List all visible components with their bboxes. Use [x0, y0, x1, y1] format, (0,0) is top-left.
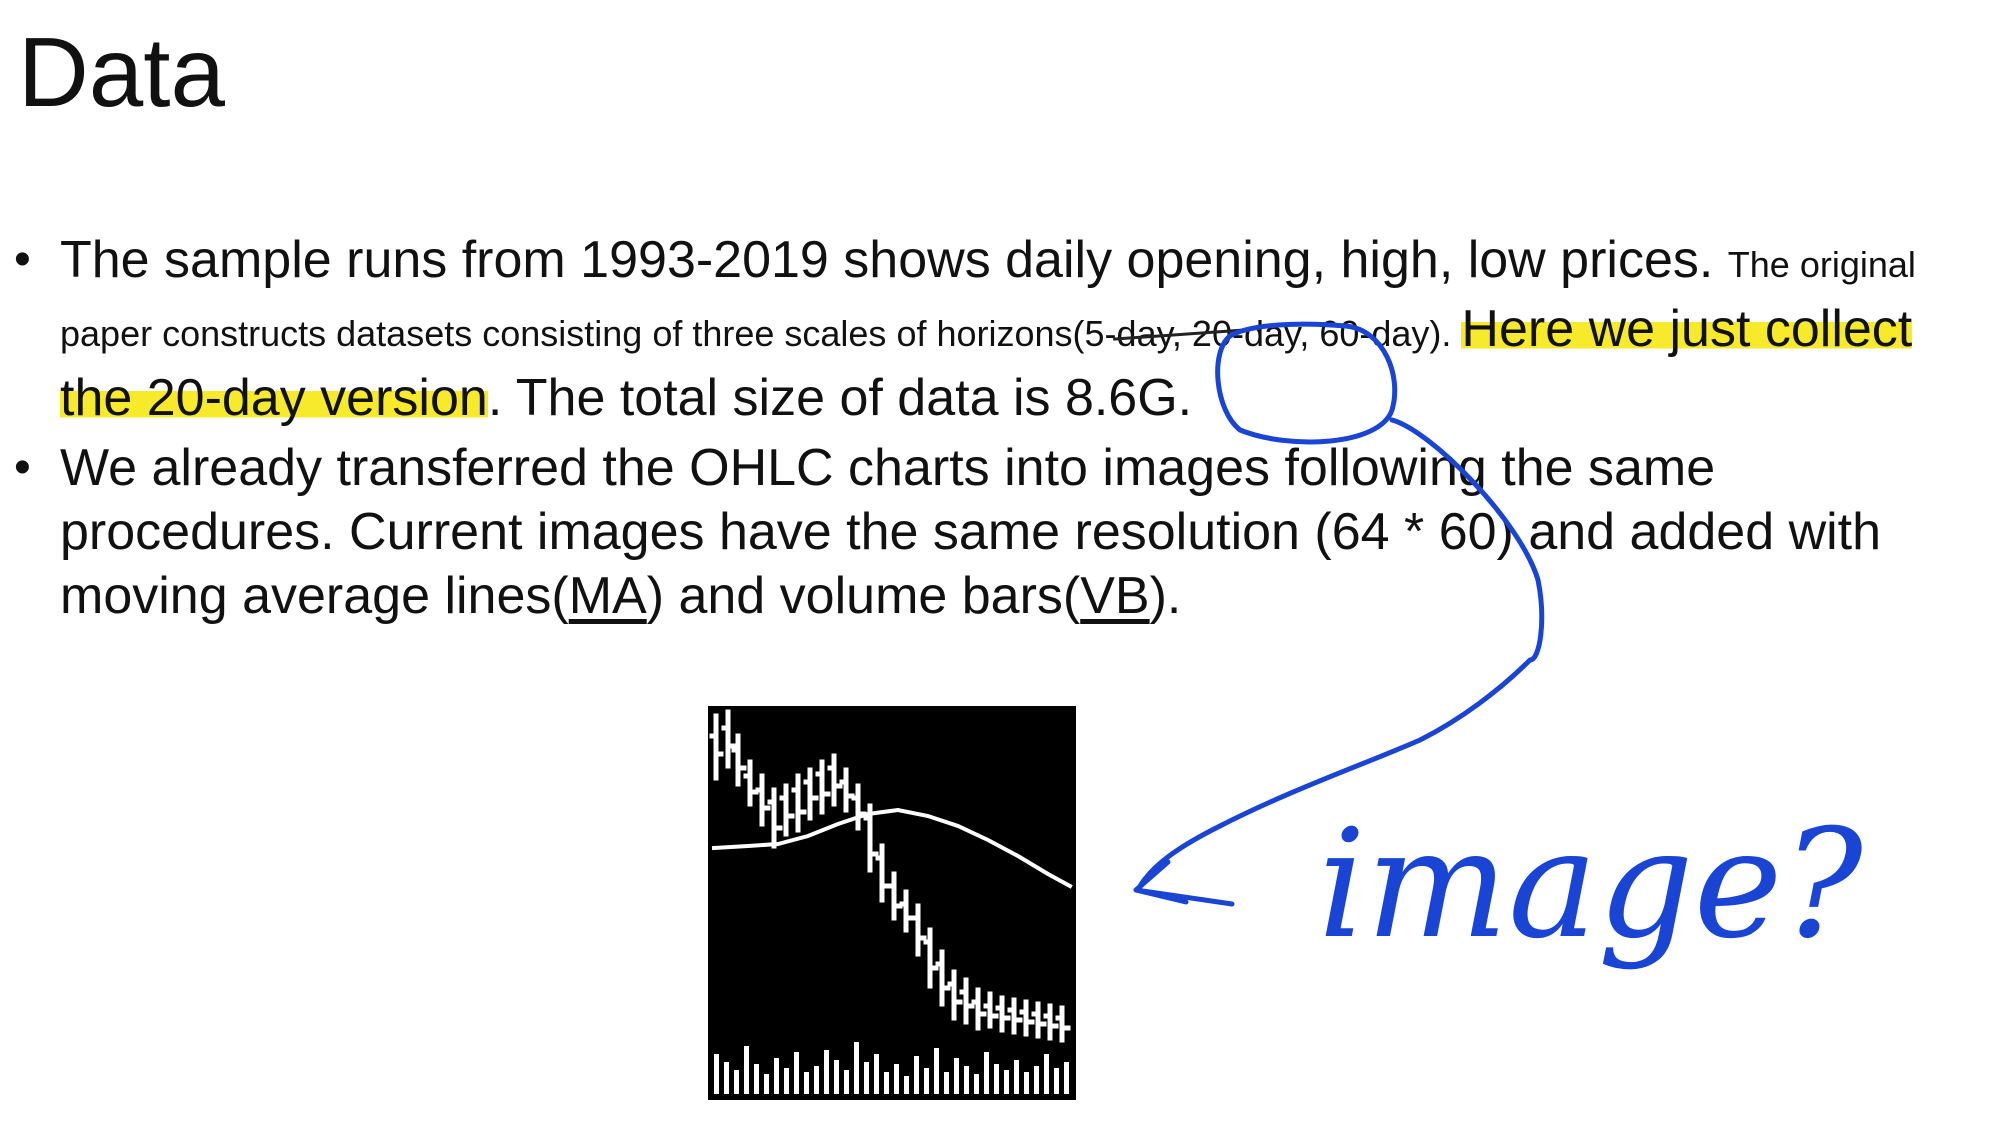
slide-title: Data: [18, 17, 226, 127]
bullet-1-small-seg2: The original paper constructs datasets c…: [60, 244, 1916, 354]
volume-bars: [714, 1042, 1069, 1094]
vb-abbrev: VB: [1080, 567, 1150, 625]
arrow-tail: [1133, 887, 1235, 907]
price-bars: [709, 709, 1071, 1043]
bullet-1-text: The sample runs from 1993-2019 shows dai…: [60, 231, 1916, 427]
bullet-2-text: We already transferred the OHLC charts i…: [60, 439, 1881, 625]
bullet-item-2: • We already transferred the OHLC charts…: [14, 436, 1980, 628]
bullet-1-seg1: The sample runs from 1993-2019 shows dai…: [60, 231, 1728, 289]
ohlc-chart-image: [708, 706, 1076, 1100]
ma-abbrev: MA: [568, 567, 647, 625]
arrow-head-icon: [1133, 859, 1189, 905]
ohlc-chart-svg: [709, 709, 1073, 1094]
bullet-list: • The sample runs from 1993-2019 shows d…: [14, 228, 1980, 634]
bullet-1-struck-text: day, 20-: [1116, 313, 1244, 354]
bullet-dot-icon: •: [14, 233, 31, 286]
bullet-dot-icon: •: [14, 441, 31, 494]
bullet-1-small-seg4: day, 60-day).: [1243, 313, 1462, 354]
bullet-2-seg3: ).: [1149, 567, 1182, 625]
bullet-1-seg6: . The total size of data is 8.6G.: [487, 369, 1193, 427]
moving-average-line: [711, 807, 1073, 889]
ink-annotation-text: image?: [1318, 798, 1864, 972]
bullet-item-1: • The sample runs from 1993-2019 shows d…: [14, 228, 1980, 430]
bullet-2-seg2: ) and volume bars(: [646, 567, 1081, 625]
